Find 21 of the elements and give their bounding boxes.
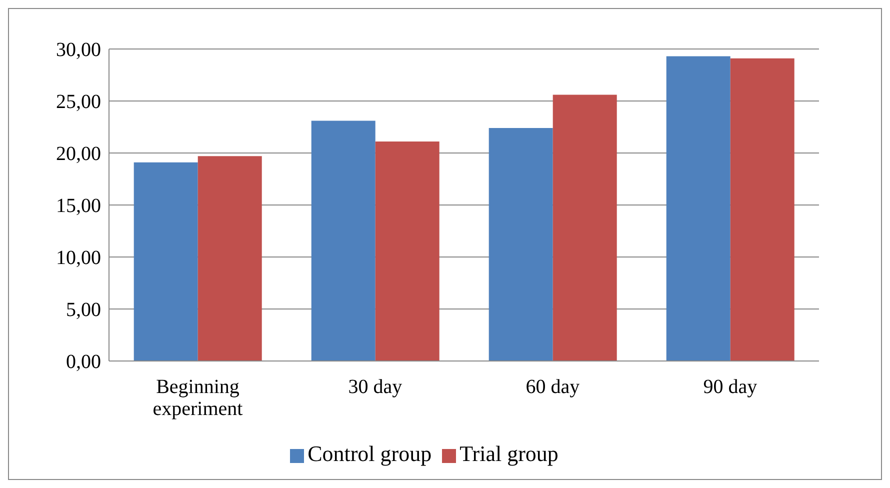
- bar: [730, 58, 794, 361]
- y-tick-label: 25,00: [56, 91, 101, 114]
- x-tick-label: 30 day: [348, 376, 402, 398]
- bar: [311, 120, 376, 361]
- x-tick-label: Beginning experiment: [152, 376, 244, 420]
- y-tick-label: 10,00: [56, 247, 101, 270]
- y-tick-label: 30,00: [56, 39, 101, 62]
- legend-label: Trial group: [460, 441, 558, 466]
- legend-label: Control group: [308, 441, 432, 466]
- y-tick-label: 0,00: [66, 351, 101, 374]
- x-tick-label: 60 day: [526, 376, 580, 398]
- bar: [666, 56, 730, 361]
- bar: [134, 162, 198, 361]
- y-tick-label: 5,00: [66, 299, 101, 322]
- bar: [552, 94, 617, 361]
- bar: [198, 156, 262, 361]
- x-tick-label: 90 day: [703, 376, 758, 398]
- y-tick-label: 15,00: [56, 195, 101, 218]
- bar: [488, 128, 553, 361]
- bar: [375, 142, 440, 361]
- y-tick-label: 20,00: [56, 143, 101, 166]
